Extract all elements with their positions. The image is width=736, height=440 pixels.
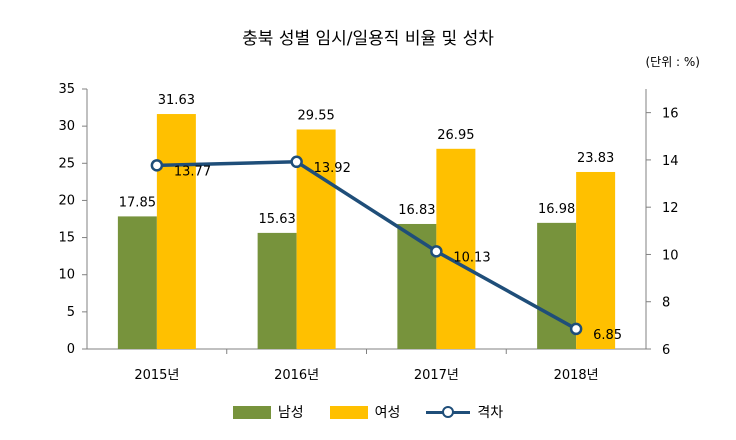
point-gap (150, 159, 164, 172)
y-left-tick-label: 10 (58, 268, 75, 283)
legend-swatch-male (232, 405, 271, 419)
bar-female-label: 23.83 (577, 151, 614, 166)
bar-male-label: 16.98 (538, 202, 575, 217)
legend-item-female: 여성 (329, 402, 401, 422)
bar-female (576, 171, 616, 349)
unit-label: (단위 : %) (645, 55, 700, 69)
chart-title: 충북 성별 임시/일용직 비율 및 성차 (242, 29, 494, 49)
point-gap-label: 13.92 (314, 161, 351, 176)
y-right-tick-label: 8 (662, 296, 670, 311)
legend-label-female: 여성 (374, 405, 401, 421)
y-left-tick-label: 15 (58, 231, 75, 246)
x-category-label: 2018년 (554, 368, 599, 383)
y-right-tick-label: 12 (662, 201, 679, 216)
legend-line-marker-icon (426, 405, 471, 419)
bar-female-label: 29.55 (298, 108, 335, 123)
x-category-label: 2016년 (274, 368, 319, 383)
y-right-tick-label: 6 (662, 343, 670, 358)
legend-item-gap: 격차 (426, 402, 503, 422)
bar-female-label: 26.95 (437, 128, 474, 143)
chart-plot: 0 5 10 15 20 25 30 35 6 8 10 12 14 16 2015년 17.85 31.63 2… (58, 82, 679, 383)
bar-male (257, 232, 297, 349)
point-gap-label: 10.13 (453, 250, 490, 265)
y-right-tick-label: 16 (662, 107, 679, 122)
point-gap-label: 13.77 (174, 164, 211, 179)
y-right-tick-label: 10 (662, 248, 679, 263)
point-gap (569, 322, 583, 336)
bar-male (117, 216, 157, 349)
legend-label-male: 남성 (277, 405, 304, 421)
legend-item-male: 남성 (232, 402, 304, 422)
y-left-tick-label: 25 (58, 156, 75, 171)
y-left-tick-label: 30 (58, 119, 75, 134)
bar-male-label: 17.85 (119, 195, 156, 210)
y-left-tick-label: 5 (67, 305, 75, 320)
legend-swatch-female (329, 405, 368, 419)
y-left-tick-label: 0 (67, 342, 75, 357)
y-left-tick-label: 20 (58, 193, 75, 208)
point-gap (290, 155, 303, 169)
bar-male (397, 223, 437, 349)
bar-male-label: 16.83 (398, 203, 435, 218)
chart-legend: 남성 여성 격차 (0, 402, 736, 422)
x-category-label: 2017년 (414, 368, 459, 383)
bar-male (537, 222, 577, 349)
line-gap (156, 160, 577, 331)
y-right-tick-label: 14 (662, 154, 679, 169)
bar-female (156, 114, 196, 349)
x-category-label: 2015년 (134, 368, 179, 383)
bar-female (436, 148, 476, 349)
bar-female-label: 31.63 (158, 93, 195, 108)
legend-label-gap: 격차 (477, 405, 504, 421)
y-left-tick-label: 35 (58, 82, 75, 97)
point-gap-label: 6.85 (593, 328, 622, 343)
bar-male-label: 15.63 (259, 212, 296, 227)
point-gap (430, 245, 443, 258)
